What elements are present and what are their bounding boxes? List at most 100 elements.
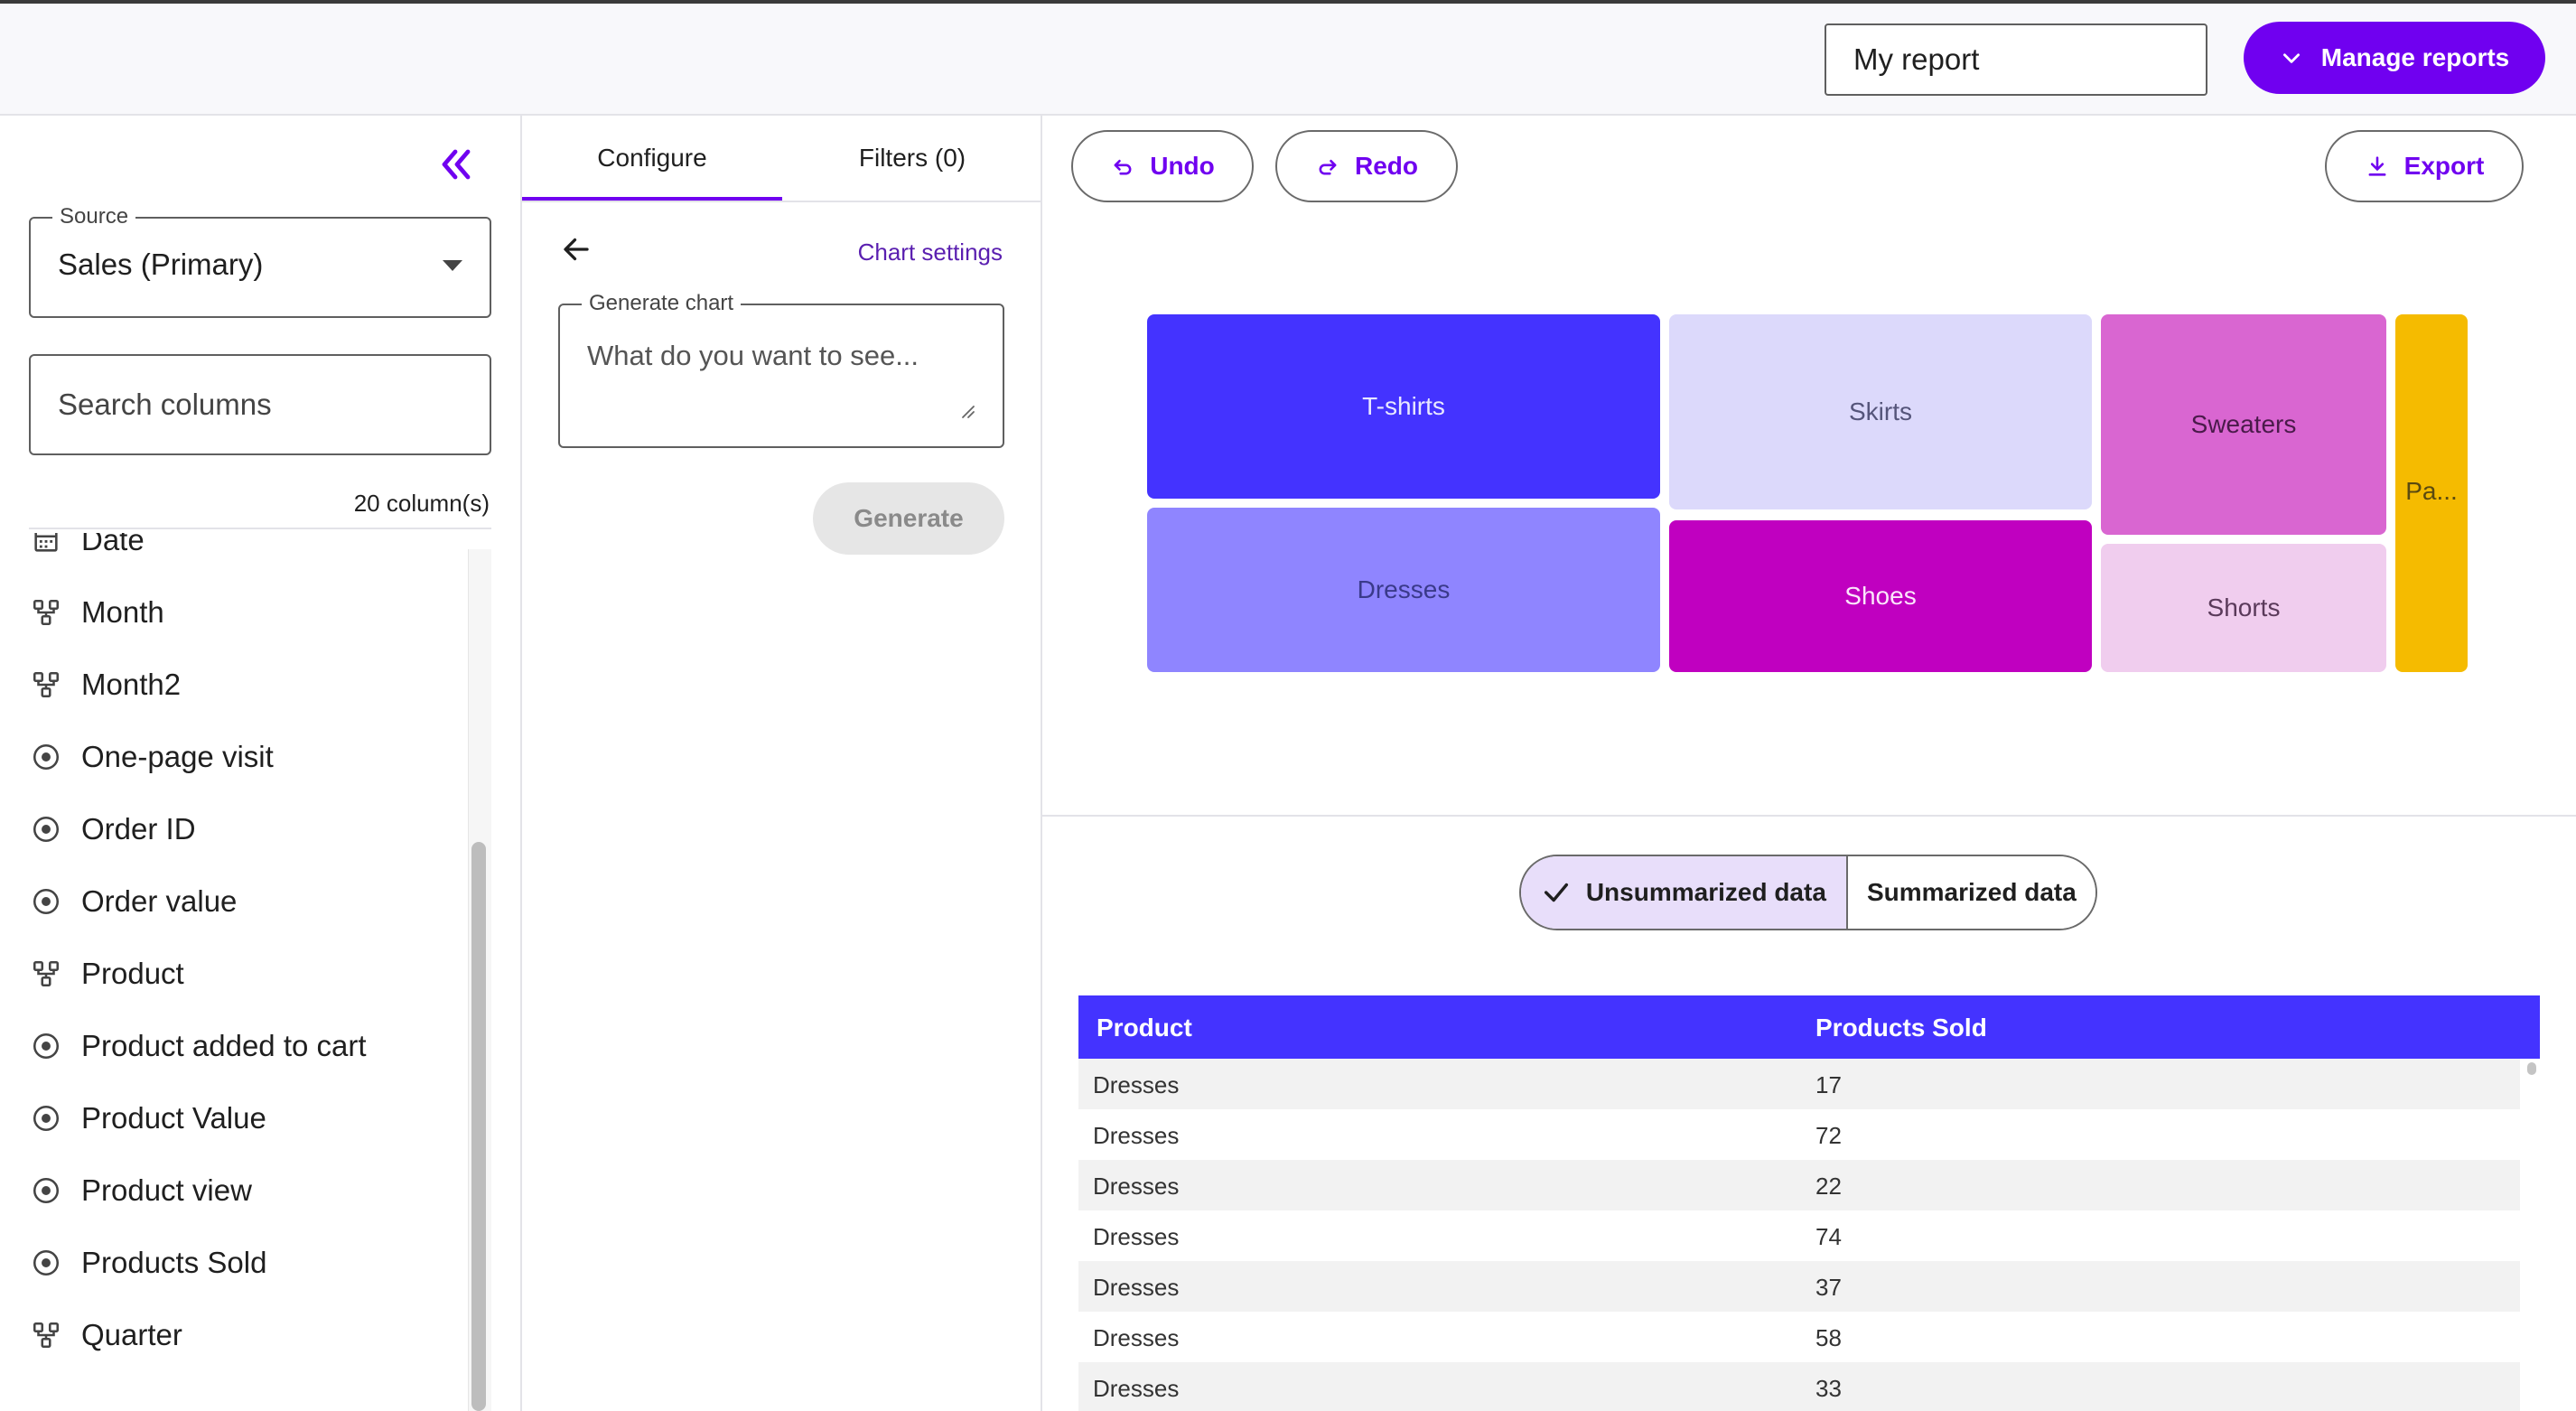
unsummarized-data-label: Unsummarized data — [1585, 878, 1826, 906]
metric-icon — [31, 886, 61, 917]
summarized-data-label: Summarized data — [1866, 878, 2077, 906]
generate-chart-input[interactable]: Generate chart What do you want to see..… — [558, 291, 1004, 448]
metric-icon — [31, 814, 61, 845]
column-item[interactable]: Product view — [31, 1163, 252, 1218]
cell-products-sold: 72 — [1815, 1122, 1842, 1149]
cell-products-sold: 74 — [1815, 1223, 1842, 1250]
column-count: 20 column(s) — [353, 490, 490, 517]
summarized-data-option[interactable]: Summarized data — [1847, 856, 2095, 929]
column-item-label: Product added to cart — [81, 1029, 367, 1062]
window-top-border — [0, 0, 2576, 4]
configure-panel: Configure Filters (0) Chart settings Gen… — [522, 116, 1042, 1411]
active-tab-indicator — [522, 197, 782, 201]
divider — [1042, 815, 2576, 817]
column-item[interactable]: Product Value — [31, 1091, 266, 1145]
cell-product: Dresses — [1093, 1375, 1180, 1402]
column-header-products-sold[interactable]: Products Sold — [1815, 1014, 1987, 1042]
dropdown-arrow-icon — [443, 260, 462, 271]
table-row: Dresses 72 — [1078, 1109, 2520, 1160]
generate-chart-placeholder: What do you want to see... — [587, 340, 919, 371]
column-item-label: Product Value — [81, 1101, 266, 1135]
column-item-label: Date — [81, 533, 145, 556]
resize-handle-icon[interactable] — [959, 403, 975, 419]
column-item[interactable]: Order ID — [31, 802, 196, 856]
calendar-icon — [31, 533, 61, 556]
check-icon — [1544, 883, 1568, 902]
generate-chart-label: Generate chart — [582, 291, 742, 316]
tab-filters[interactable]: Filters (0) — [858, 144, 966, 172]
column-item[interactable]: Products Sold — [31, 1236, 266, 1290]
treemap-tile[interactable]: Skirts — [1669, 314, 2092, 509]
source-label: Source — [52, 204, 136, 229]
cell-products-sold: 37 — [1815, 1274, 1842, 1301]
table-row: Dresses 37 — [1078, 1261, 2520, 1312]
column-item-label: Quarter — [81, 1318, 182, 1351]
column-item[interactable]: Date — [31, 533, 145, 567]
treemap-tile[interactable]: Pa... — [2395, 314, 2468, 672]
source-value: Sales (Primary) — [58, 248, 264, 281]
metric-icon — [31, 1247, 61, 1278]
treemap-tile-label: Shoes — [1844, 582, 1917, 610]
metric-icon — [31, 742, 61, 772]
table-row: Dresses 74 — [1078, 1210, 2520, 1261]
column-item-label: Product view — [81, 1173, 252, 1207]
column-item-label: Order ID — [81, 812, 196, 846]
column-item-label: Month — [81, 595, 164, 629]
column-item[interactable]: Month — [31, 585, 164, 640]
export-label: Export — [2403, 152, 2485, 180]
cell-products-sold: 33 — [1815, 1375, 1842, 1402]
treemap-tile-label: Dresses — [1357, 575, 1451, 603]
dimension-icon — [31, 958, 61, 989]
source-select[interactable]: Source Sales (Primary) — [29, 204, 491, 318]
search-columns-input[interactable]: Search columns — [29, 354, 491, 455]
app-header: My report Manage reports — [0, 4, 2576, 116]
column-item[interactable]: Quarter — [31, 1308, 182, 1362]
metric-icon — [31, 1103, 61, 1134]
treemap-tile[interactable]: T-shirts — [1147, 314, 1660, 499]
column-item[interactable]: Product added to cart — [31, 1019, 367, 1073]
chart-settings-link[interactable]: Chart settings — [857, 238, 1003, 266]
column-item-label: Order value — [81, 884, 238, 918]
back-arrow-icon[interactable] — [560, 233, 593, 266]
column-item-label: One-page visit — [81, 740, 274, 773]
column-item[interactable]: One-page visit — [31, 730, 274, 784]
column-item[interactable]: Month2 — [31, 658, 181, 712]
metric-icon — [31, 1175, 61, 1206]
column-item[interactable]: Order value — [31, 874, 237, 929]
treemap-tile[interactable]: Shorts — [2101, 544, 2386, 672]
treemap-tile-label: Skirts — [1849, 397, 1912, 425]
generate-button[interactable]: Generate — [813, 482, 1004, 555]
cell-product: Dresses — [1093, 1324, 1180, 1351]
report-name-input[interactable]: My report — [1825, 23, 2207, 96]
column-item[interactable]: Product — [31, 947, 184, 1001]
cell-products-sold: 22 — [1815, 1173, 1842, 1200]
table-row: Dresses 33 — [1078, 1362, 2520, 1411]
column-header-product[interactable]: Product — [1097, 1014, 1192, 1042]
collapse-panel-icon[interactable] — [434, 143, 477, 186]
treemap-tile[interactable]: Shoes — [1669, 520, 2092, 672]
report-canvas: T-shirts Dresses Skirts Shoes Sweaters Shorts… — [1042, 116, 2576, 1411]
column-item-label: Product — [81, 957, 184, 990]
table-header: Product Products Sold — [1078, 995, 2540, 1059]
metric-icon — [31, 1031, 61, 1061]
cell-product: Dresses — [1093, 1223, 1180, 1250]
manage-reports-button[interactable]: Manage reports — [2244, 22, 2545, 94]
column-list: Date Month Month2 One-page visit Order ID Ord… — [0, 533, 470, 1411]
undo-label: Undo — [1150, 152, 1215, 180]
cell-products-sold: 17 — [1815, 1071, 1842, 1098]
table-scrollbar-thumb[interactable] — [2527, 1062, 2536, 1075]
redo-button[interactable]: Redo — [1275, 130, 1458, 202]
unsummarized-data-option[interactable]: Unsummarized data — [1521, 856, 1848, 929]
data-view-toggle: Unsummarized data Summarized data — [1519, 855, 2097, 930]
redo-icon — [1319, 159, 1337, 175]
column-item-label: Products Sold — [81, 1246, 267, 1279]
undo-button[interactable]: Undo — [1071, 130, 1254, 202]
download-icon — [2368, 156, 2386, 176]
treemap-tile[interactable]: Dresses — [1147, 508, 1660, 672]
tab-configure[interactable]: Configure — [597, 144, 707, 172]
treemap-tile-label: Sweaters — [2190, 410, 2297, 438]
column-list-scrollbar-thumb[interactable] — [471, 842, 486, 1411]
export-button[interactable]: Export — [2325, 130, 2524, 202]
treemap-tile[interactable]: Sweaters — [2101, 314, 2386, 535]
manage-reports-label: Manage reports — [2320, 43, 2510, 71]
